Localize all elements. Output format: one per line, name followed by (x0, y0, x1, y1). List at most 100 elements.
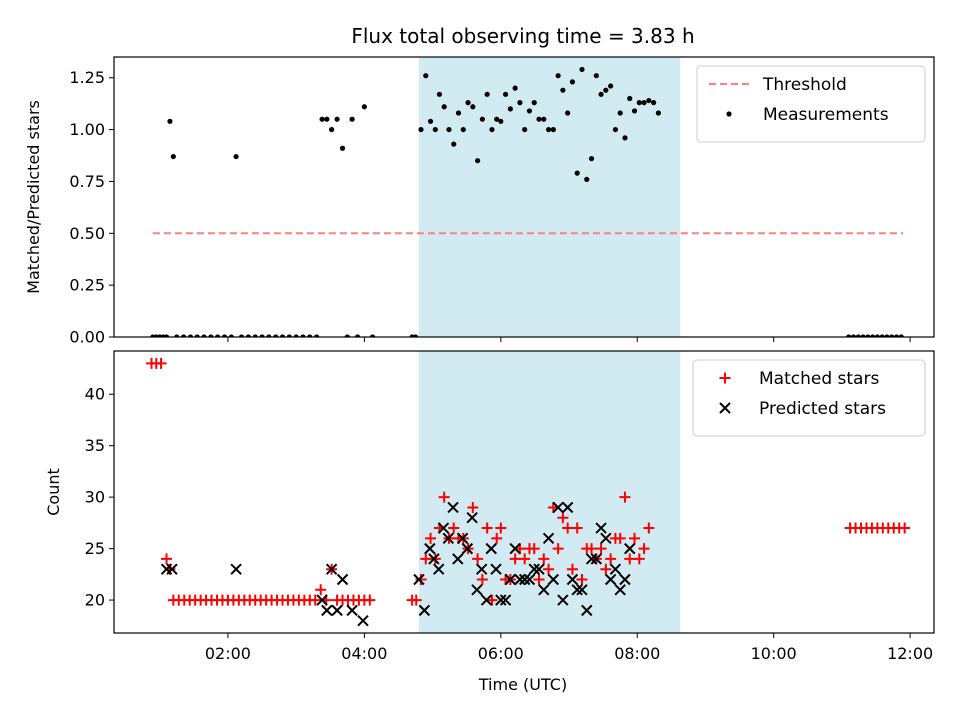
data-point (519, 553, 531, 565)
legend: Matched stars Predicted stars (692, 359, 926, 437)
data-point (309, 594, 321, 606)
data-point (593, 73, 599, 79)
legend-box (692, 359, 926, 437)
data-point (331, 604, 343, 617)
data-point (201, 334, 207, 337)
data-point (307, 334, 313, 337)
data-point (561, 501, 574, 514)
data-point (629, 532, 641, 544)
data-point (344, 334, 350, 337)
y-tick-label: 35 (85, 436, 105, 455)
data-point (609, 563, 622, 575)
data-point (595, 543, 607, 555)
data-point (174, 334, 180, 337)
data-point (612, 126, 619, 133)
data-point (412, 334, 419, 337)
data-point (614, 584, 626, 596)
data-point (595, 522, 607, 534)
data-point (526, 108, 533, 114)
data-point (588, 156, 595, 162)
data-point (584, 176, 590, 182)
data-point (428, 553, 440, 565)
data-point (571, 584, 583, 596)
data-point (495, 522, 507, 534)
data-point (531, 100, 537, 106)
data-point (472, 553, 484, 565)
data-point (552, 543, 564, 555)
data-point (316, 594, 328, 606)
data-point (166, 563, 178, 575)
data-point (346, 604, 358, 617)
data-point (571, 522, 583, 534)
data-point (486, 594, 498, 606)
data-point (603, 87, 609, 93)
data-point (560, 87, 566, 93)
y-tick-label: 25 (85, 539, 105, 558)
data-point (874, 334, 880, 337)
x-tick-label: 04:00 (341, 644, 387, 663)
y-tick-label: 0.25 (69, 276, 105, 295)
data-point (518, 573, 531, 586)
data-point (550, 126, 556, 133)
data-point (325, 563, 338, 575)
x-tick-label: 10:00 (751, 644, 797, 663)
data-point (624, 542, 636, 555)
data-point (494, 116, 500, 122)
data-point (361, 104, 367, 110)
data-point (455, 110, 462, 116)
data-point (543, 563, 555, 575)
data-point (194, 334, 200, 337)
data-point (441, 104, 447, 110)
data-point (364, 594, 376, 606)
plot-area (146, 357, 911, 627)
data-point (155, 357, 167, 369)
data-point (581, 604, 593, 617)
data-point (252, 334, 258, 337)
x-tick-label: 02:00 (205, 644, 251, 663)
series-matched-stars (146, 357, 911, 606)
chart-title: Flux total observing time = 3.83 h (351, 24, 694, 48)
data-point (555, 73, 561, 79)
data-point (321, 604, 333, 617)
data-point (860, 334, 866, 337)
data-point (228, 334, 234, 337)
data-point (314, 334, 320, 337)
data-point (319, 116, 325, 122)
y-axis-title: Matched/Predicted stars (24, 100, 43, 294)
data-point (436, 91, 443, 97)
observing-span-band (418, 351, 681, 633)
data-point (410, 594, 422, 606)
data-point (565, 110, 571, 116)
data-point (415, 573, 427, 585)
data-point (604, 573, 617, 586)
data-point (586, 543, 598, 555)
data-point (633, 553, 645, 565)
data-point (870, 334, 876, 337)
data-point (651, 100, 657, 106)
data-point (461, 542, 474, 555)
x-tick-label: 06:00 (478, 644, 524, 663)
data-point (542, 532, 555, 545)
data-point (215, 334, 221, 337)
data-point (489, 126, 495, 133)
axes-frame (113, 350, 935, 634)
data-point (420, 553, 432, 565)
data-point (447, 501, 459, 514)
data-point (187, 334, 194, 337)
data-point (557, 594, 569, 606)
data-point (476, 573, 488, 585)
data-point (622, 135, 628, 141)
data-point (161, 553, 173, 565)
data-point (470, 104, 476, 110)
data-point (562, 522, 574, 534)
data-point (569, 79, 576, 85)
data-point (475, 563, 488, 575)
data-point (590, 553, 603, 565)
data-point (180, 334, 187, 337)
y-tick-label: 0.00 (69, 328, 105, 347)
data-point (638, 543, 650, 555)
data-point (300, 334, 306, 337)
data-point (855, 334, 861, 337)
data-point (471, 584, 483, 596)
